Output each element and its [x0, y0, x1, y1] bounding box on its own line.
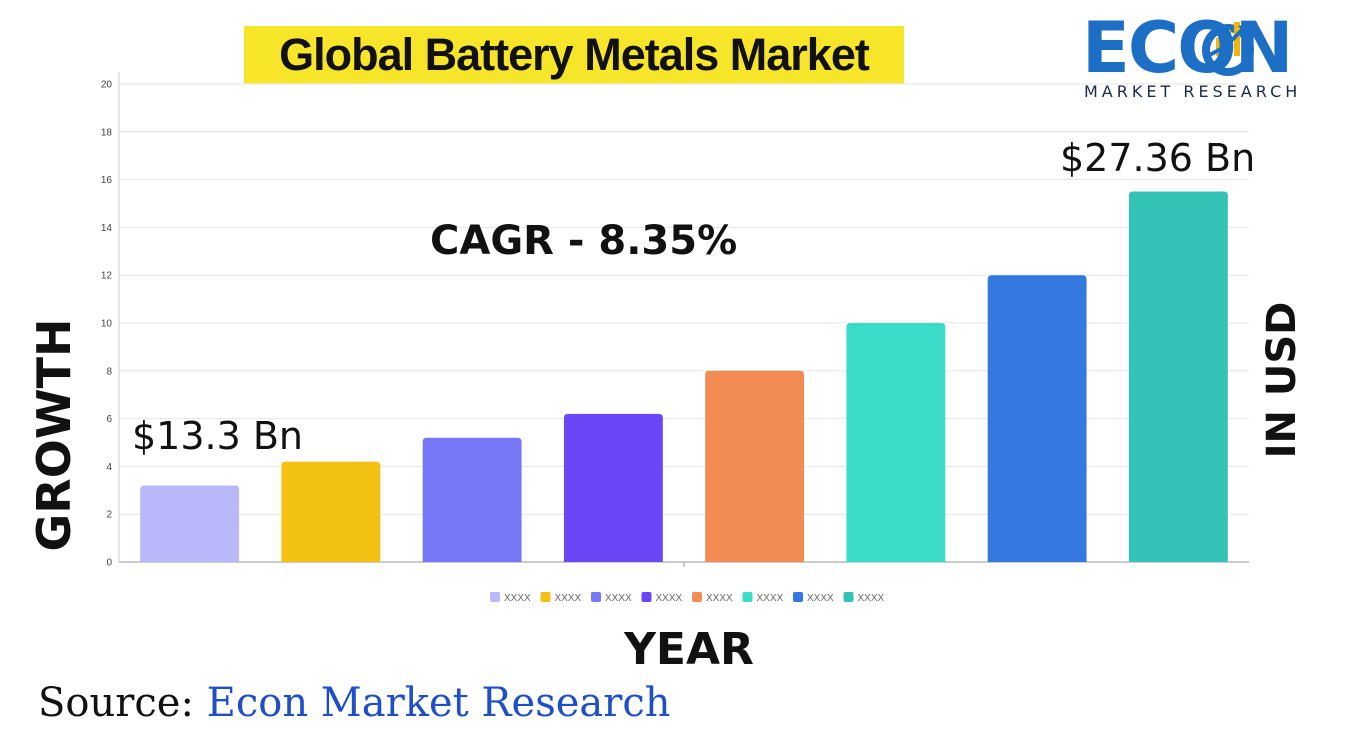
y-tick-label: 0: [106, 558, 112, 569]
legend-swatch: [692, 592, 702, 602]
secondary-y-axis-label: IN USD: [1259, 301, 1305, 459]
y-tick-label: 8: [106, 366, 112, 377]
y-tick-labels: 0 2 4 6 8 10 12 14 16 18 20: [101, 80, 113, 569]
legend-swatch: [591, 592, 601, 602]
legend-label: XXXX: [605, 593, 632, 604]
econ-logo: ECON MARKET RESEARCH: [1080, 10, 1328, 102]
bar: [987, 275, 1087, 562]
bar-chart-growth-icon: [1202, 22, 1254, 76]
y-tick-label: 16: [101, 175, 113, 186]
x-axis-label: YEAR: [624, 624, 754, 675]
bar: [846, 323, 946, 562]
y-tick-label: 6: [106, 414, 112, 425]
legend-swatch: [540, 592, 551, 602]
bar: [281, 461, 381, 562]
y-tick-label: 20: [101, 80, 113, 91]
bar: [1128, 191, 1228, 563]
y-tick-label: 18: [101, 127, 113, 138]
legend-swatch: [742, 592, 753, 602]
legend-label: XXXX: [706, 593, 733, 604]
legend-label: XXXX: [757, 593, 784, 604]
source-line: Source: Econ Market Research: [38, 680, 671, 726]
source-value: Econ Market Research: [206, 680, 671, 726]
legend-swatch: [843, 592, 854, 602]
bar: [705, 370, 805, 562]
legend: XXXX XXXX XXXX XXXX XXXX XXXX XXXX XXXX: [490, 592, 885, 604]
bars: [140, 191, 1228, 563]
logo-wordmark: ECON: [1082, 7, 1293, 89]
y-tick-label: 4: [106, 462, 112, 473]
y-tick-label: 2: [106, 510, 112, 521]
legend-swatch: [490, 592, 500, 602]
y-axis-label: GROWTH: [27, 318, 81, 552]
logo-subtitle: MARKET RESEARCH: [1084, 82, 1302, 101]
start-value-annotation: $13.3 Bn: [132, 414, 304, 458]
y-tick-label: 12: [101, 271, 113, 282]
legend-label: XXXX: [555, 593, 582, 604]
chart-title: Global Battery Metals Market: [279, 29, 870, 80]
y-tick-label: 14: [101, 223, 113, 234]
legend-label: XXXX: [807, 593, 834, 604]
y-tick-label: 10: [101, 319, 113, 330]
legend-label: XXXX: [656, 593, 683, 604]
legend-swatch: [641, 592, 652, 602]
bar: [422, 437, 522, 562]
cagr-annotation: CAGR - 8.35%: [430, 218, 738, 264]
title-highlight: [244, 26, 904, 84]
bar: [563, 413, 663, 562]
bar: [140, 485, 240, 562]
source-label: Source:: [38, 680, 194, 726]
legend-label: XXXX: [858, 593, 885, 604]
legend-label: XXXX: [504, 593, 531, 604]
end-value-annotation: $27.36 Bn: [1060, 136, 1256, 180]
legend-swatch: [793, 592, 803, 602]
